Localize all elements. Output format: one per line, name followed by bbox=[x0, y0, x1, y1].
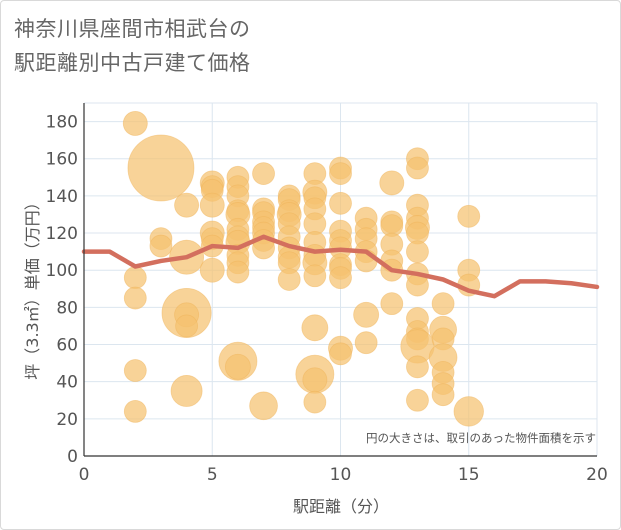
bubble-point bbox=[249, 391, 278, 421]
bubble-point bbox=[406, 156, 429, 180]
average-price-line bbox=[81, 234, 600, 299]
bubble-point bbox=[301, 314, 329, 342]
bubble-point bbox=[302, 367, 328, 393]
bubble-point bbox=[127, 134, 195, 202]
bubble-point bbox=[123, 359, 147, 382]
bubble-point bbox=[303, 264, 327, 288]
x-axis-title: 駅距離（分） bbox=[293, 497, 389, 516]
bubble-point bbox=[380, 292, 404, 316]
y-tick-label: 140 bbox=[46, 187, 78, 207]
bubble-point bbox=[379, 170, 405, 196]
bubble-point bbox=[431, 383, 455, 407]
bubble-point bbox=[329, 162, 352, 186]
y-tick-label: 20 bbox=[56, 410, 78, 430]
bubble-point bbox=[353, 301, 380, 328]
bubble-point bbox=[329, 342, 352, 366]
chart-title: 神奈川県座間市相武台の 駅距離別中古戸建て価格 bbox=[14, 12, 251, 80]
bubble-point bbox=[453, 396, 484, 427]
bubble-point bbox=[224, 353, 251, 380]
size-annotation: 円の大きさは、取引のあった物件面積を示す bbox=[366, 431, 596, 445]
tick-labels: 0 20 40 60 80 100 120 140 160 180 0 5 10 15 20 bbox=[46, 113, 608, 485]
y-tick-label: 0 bbox=[67, 447, 78, 467]
average-line-group bbox=[81, 234, 600, 299]
bubble-point bbox=[174, 192, 200, 218]
bubble-point bbox=[406, 355, 429, 379]
x-tick-label: 10 bbox=[330, 465, 352, 485]
x-tick-label: 15 bbox=[458, 465, 480, 485]
y-tick-label: 120 bbox=[46, 224, 78, 244]
y-tick-label: 160 bbox=[46, 150, 78, 170]
bubble-point bbox=[277, 268, 301, 291]
bubble-point bbox=[175, 314, 199, 338]
bubble-point bbox=[199, 192, 225, 218]
bubble-point bbox=[123, 400, 147, 423]
y-tick-label: 40 bbox=[56, 373, 78, 393]
y-tick-label: 180 bbox=[46, 113, 78, 133]
y-tick-label: 80 bbox=[56, 298, 78, 318]
chart-title-line-2: 駅距離別中古戸建て価格 bbox=[14, 51, 251, 75]
x-tick-label: 0 bbox=[79, 465, 90, 485]
bubble-point bbox=[406, 240, 429, 264]
bubbles bbox=[122, 110, 484, 427]
bubble-point bbox=[123, 286, 147, 310]
bubble-point bbox=[122, 110, 148, 136]
bubble-point bbox=[406, 388, 429, 412]
bubble-point bbox=[170, 375, 203, 407]
bubble-point bbox=[252, 162, 275, 186]
bubble-point bbox=[457, 204, 481, 228]
bubble-point bbox=[431, 292, 455, 316]
bubble-point bbox=[199, 257, 225, 283]
bubble-point bbox=[329, 266, 352, 290]
y-tick-label: 100 bbox=[46, 261, 78, 281]
bubble-point bbox=[354, 331, 378, 355]
bubble-point bbox=[329, 191, 352, 215]
chart-title-line-1: 神奈川県座間市相武台の bbox=[14, 17, 251, 41]
bubble-point bbox=[149, 234, 173, 258]
x-tick-label: 20 bbox=[586, 465, 608, 485]
x-tick-label: 5 bbox=[207, 465, 218, 485]
bubble-point bbox=[303, 390, 327, 414]
bubble-point bbox=[226, 260, 250, 284]
axes bbox=[83, 103, 597, 457]
bubble-point bbox=[123, 266, 147, 290]
y-axis-title: 坪（3.3㎡）単価（万円） bbox=[23, 194, 42, 379]
y-tick-label: 60 bbox=[56, 336, 78, 356]
